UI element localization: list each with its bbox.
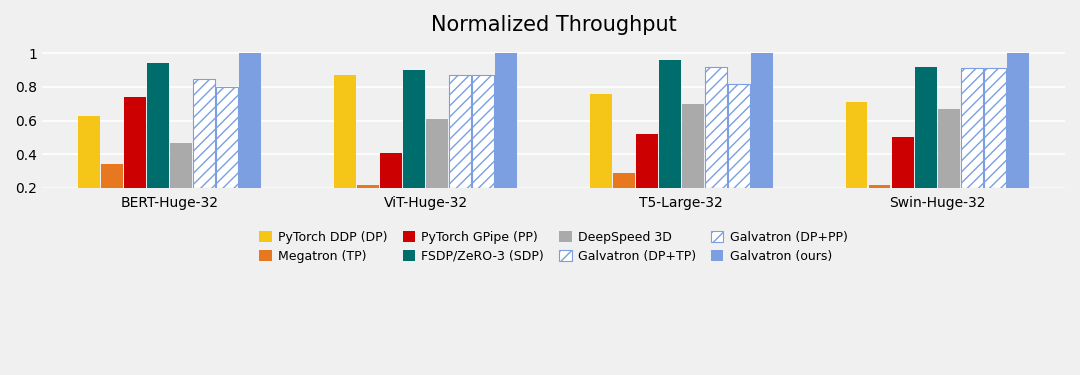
Bar xyxy=(846,102,867,188)
Bar xyxy=(636,134,658,188)
Bar xyxy=(240,53,261,188)
Bar xyxy=(612,173,635,188)
Bar xyxy=(403,70,424,188)
Bar xyxy=(78,116,100,188)
Bar xyxy=(147,63,170,188)
Bar xyxy=(984,69,1005,188)
Bar xyxy=(472,75,494,188)
Title: Normalized Throughput: Normalized Throughput xyxy=(431,15,676,35)
Bar xyxy=(915,67,936,188)
Bar xyxy=(728,84,750,188)
Bar xyxy=(705,67,727,188)
Bar xyxy=(659,60,680,188)
Bar xyxy=(590,94,611,188)
Bar xyxy=(193,78,215,188)
Bar xyxy=(124,97,146,188)
Legend: PyTorch DDP (DP), Megatron (TP), PyTorch GPipe (PP), FSDP/ZeRO-3 (SDP), DeepSpee: PyTorch DDP (DP), Megatron (TP), PyTorch… xyxy=(254,226,852,268)
Bar xyxy=(961,69,983,188)
Bar xyxy=(334,75,356,188)
Bar xyxy=(357,184,379,188)
Bar xyxy=(751,53,773,188)
Bar xyxy=(892,138,914,188)
Bar xyxy=(216,87,239,188)
Bar xyxy=(937,109,959,188)
Bar xyxy=(681,104,704,188)
Bar xyxy=(380,153,402,188)
Bar xyxy=(427,119,448,188)
Bar xyxy=(171,142,192,188)
Bar xyxy=(868,184,891,188)
Bar xyxy=(102,164,123,188)
Bar xyxy=(1007,53,1028,188)
Bar xyxy=(449,75,471,188)
Bar xyxy=(495,53,517,188)
